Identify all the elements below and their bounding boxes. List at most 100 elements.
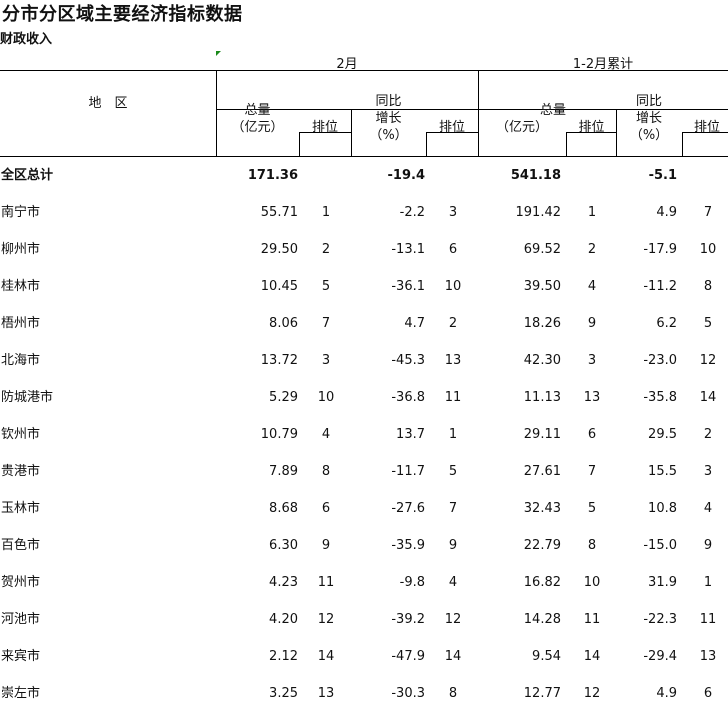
cell-c-yoy-rank: 10 xyxy=(699,242,717,257)
cell-c-total: 69.52 xyxy=(523,242,561,257)
cell-m-total: 7.89 xyxy=(269,464,298,479)
header-line: （亿元） xyxy=(495,120,548,135)
divider xyxy=(0,156,728,157)
cell-m-total: 5.29 xyxy=(269,390,298,405)
cell-m-total: 171.36 xyxy=(247,168,298,183)
cell-m-rank: 3 xyxy=(321,353,331,368)
cell-c-yoy: 4.9 xyxy=(656,686,677,701)
cell-region: 玉林市 xyxy=(1,501,41,516)
cell-c-yoy-rank: 2 xyxy=(703,427,713,442)
cell-m-rank: 5 xyxy=(321,279,331,294)
cell-m-rank: 13 xyxy=(317,686,335,701)
cell-m-rank: 14 xyxy=(317,649,335,664)
header-month-rank: 排位 xyxy=(311,120,338,135)
cell-m-yoy: -39.2 xyxy=(391,612,425,627)
cell-c-rank: 14 xyxy=(583,649,601,664)
cell-c-yoy-rank: 6 xyxy=(703,686,713,701)
cell-c-yoy: 29.5 xyxy=(648,427,677,442)
cell-c-total: 42.30 xyxy=(523,353,561,368)
cell-c-yoy-rank: 5 xyxy=(703,316,713,331)
header-cum-rank: 排位 xyxy=(578,120,605,135)
cell-c-total: 22.79 xyxy=(523,538,561,553)
cell-c-yoy-rank: 11 xyxy=(699,612,717,627)
cell-c-total: 191.42 xyxy=(515,205,562,220)
cell-c-yoy: 4.9 xyxy=(656,205,677,220)
header-line: 总量 xyxy=(539,103,566,118)
cell-region: 来宾市 xyxy=(1,649,41,664)
cell-m-total: 8.68 xyxy=(269,501,298,516)
cell-c-yoy-rank: 12 xyxy=(699,353,717,368)
cell-region: 防城港市 xyxy=(1,390,54,405)
cell-m-total: 55.71 xyxy=(260,205,298,220)
cell-m-yoy-rank: 2 xyxy=(448,316,458,331)
cell-m-yoy: -9.8 xyxy=(399,575,425,590)
cell-region: 南宁市 xyxy=(1,205,41,220)
header-month: 2月 xyxy=(336,57,358,72)
divider xyxy=(478,70,479,157)
cell-m-yoy: -45.3 xyxy=(391,353,425,368)
cell-c-total: 11.13 xyxy=(523,390,561,405)
cell-m-yoy: 13.7 xyxy=(396,427,425,442)
cell-c-rank: 7 xyxy=(587,464,597,479)
cell-c-yoy-rank: 3 xyxy=(703,464,713,479)
cell-c-yoy: -5.1 xyxy=(648,168,677,183)
cell-m-rank: 4 xyxy=(321,427,331,442)
cell-c-yoy-rank: 9 xyxy=(703,538,713,553)
header-line: 同比 xyxy=(635,94,662,109)
cell-m-yoy: -35.9 xyxy=(391,538,425,553)
cell-c-yoy: -17.9 xyxy=(643,242,677,257)
divider xyxy=(682,132,683,157)
cell-c-total: 9.54 xyxy=(532,649,561,664)
header-month-yoy: 同比 增长 （%） xyxy=(351,93,426,144)
cell-comment-marker xyxy=(216,51,221,56)
cell-region: 崇左市 xyxy=(1,686,41,701)
cell-c-total: 14.28 xyxy=(523,612,561,627)
cell-c-yoy-rank: 13 xyxy=(699,649,717,664)
header-cum-total: 总量 （亿元） xyxy=(478,102,566,136)
cell-m-yoy: -36.1 xyxy=(391,279,425,294)
cell-c-rank xyxy=(567,167,617,185)
header-cumulative: 1-2月累计 xyxy=(572,57,634,72)
cell-c-yoy: -23.0 xyxy=(643,353,677,368)
divider xyxy=(0,70,728,71)
cell-region: 北海市 xyxy=(1,353,41,368)
cell-m-rank: 1 xyxy=(321,205,331,220)
cell-m-total: 6.30 xyxy=(269,538,298,553)
cell-m-yoy-rank: 8 xyxy=(448,686,458,701)
cell-m-yoy: -36.8 xyxy=(391,390,425,405)
cell-c-total: 16.82 xyxy=(523,575,561,590)
cell-m-yoy: -47.9 xyxy=(391,649,425,664)
cell-region: 百色市 xyxy=(1,538,41,553)
header-line: （亿元） xyxy=(231,120,284,135)
divider xyxy=(566,132,617,133)
cell-c-total: 18.26 xyxy=(523,316,561,331)
cell-m-rank: 7 xyxy=(321,316,331,331)
divider xyxy=(426,132,479,133)
cell-c-yoy: -22.3 xyxy=(643,612,677,627)
cell-c-yoy-rank: 1 xyxy=(703,575,713,590)
cell-m-total: 4.20 xyxy=(269,612,298,627)
cell-m-total: 8.06 xyxy=(269,316,298,331)
cell-m-rank: 9 xyxy=(321,538,331,553)
cell-c-rank: 10 xyxy=(583,575,601,590)
cell-c-total: 27.61 xyxy=(523,464,561,479)
cell-m-rank: 6 xyxy=(321,501,331,516)
divider xyxy=(216,70,217,157)
cell-c-rank: 2 xyxy=(587,242,597,257)
cell-region: 全区总计 xyxy=(1,168,54,183)
cell-m-yoy-rank: 13 xyxy=(444,353,462,368)
cell-c-yoy: 31.9 xyxy=(648,575,677,590)
cell-m-total: 3.25 xyxy=(269,686,298,701)
cell-c-yoy-rank: 7 xyxy=(703,205,713,220)
header-region: 地 区 xyxy=(88,96,128,111)
cell-m-total: 10.45 xyxy=(260,279,298,294)
cell-c-total: 29.11 xyxy=(523,427,561,442)
cell-c-rank: 11 xyxy=(583,612,601,627)
cell-c-yoy-rank: 8 xyxy=(703,279,713,294)
cell-region: 钦州市 xyxy=(1,427,41,442)
divider xyxy=(426,132,427,157)
cell-m-yoy: -13.1 xyxy=(391,242,425,257)
cell-c-total: 541.18 xyxy=(510,168,561,183)
cell-c-rank: 5 xyxy=(587,501,597,516)
cell-m-yoy-rank: 5 xyxy=(448,464,458,479)
